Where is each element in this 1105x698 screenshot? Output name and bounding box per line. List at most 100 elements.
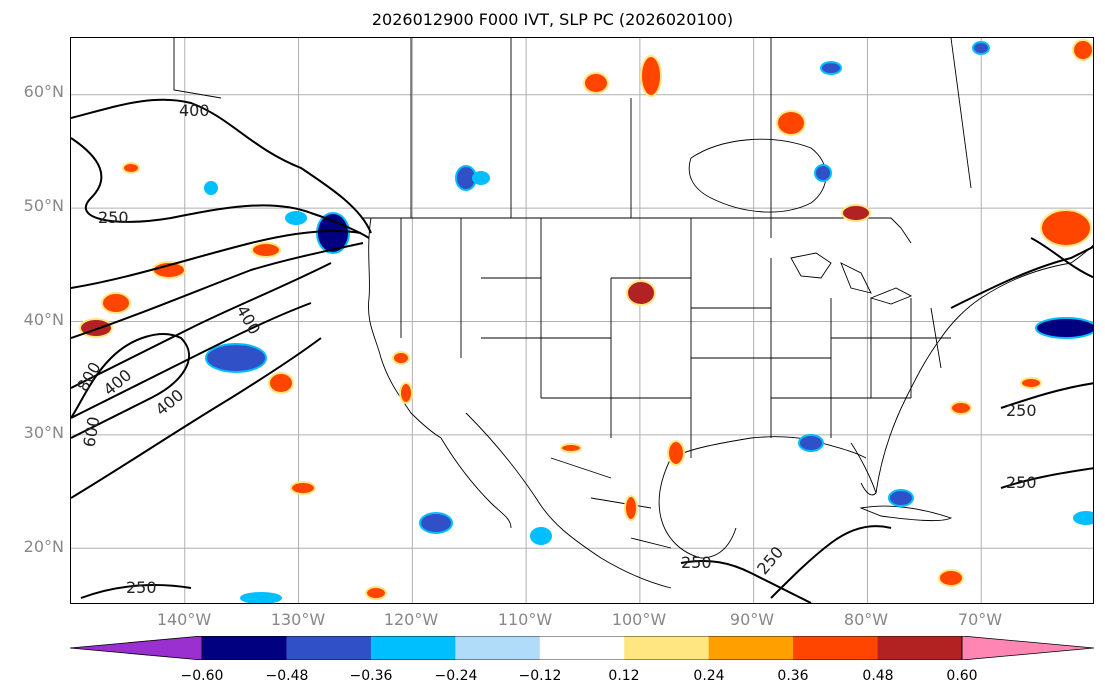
ivt-negative-anomaly bbox=[285, 211, 307, 225]
ivt-negative-anomaly bbox=[530, 527, 552, 545]
ivt-positive-anomaly bbox=[626, 280, 656, 306]
ivt-positive-anomaly bbox=[624, 495, 638, 521]
us-state-lines-central bbox=[690, 218, 911, 458]
colorbar-tick: 0.36 bbox=[777, 668, 809, 684]
ivt-negative-anomaly bbox=[472, 171, 490, 185]
graticule bbox=[71, 38, 1093, 603]
contour-line bbox=[71, 137, 370, 239]
colorbar-tick: −0.36 bbox=[349, 668, 393, 684]
florida bbox=[850, 442, 877, 496]
contour-line bbox=[80, 584, 192, 599]
contour-label: 800 bbox=[73, 359, 105, 395]
contour-line bbox=[1000, 467, 1093, 489]
east-coast bbox=[875, 297, 982, 494]
great-lakes bbox=[790, 252, 913, 305]
ivt-negative-anomaly bbox=[240, 592, 282, 603]
contour-line bbox=[71, 98, 372, 234]
ivt-positive-anomaly bbox=[392, 351, 410, 365]
colorbar-segment bbox=[455, 636, 541, 660]
ivt-negative-anomaly bbox=[972, 41, 990, 55]
us-state-lines-east bbox=[831, 298, 951, 398]
ivt-positive-anomaly bbox=[841, 204, 871, 222]
colorbar-tick: −0.12 bbox=[518, 668, 562, 684]
lat-label-50: 50°N bbox=[23, 196, 64, 215]
baja-coast bbox=[440, 437, 512, 529]
colorbar-tick: −0.48 bbox=[265, 668, 309, 684]
us-state-lines-west bbox=[400, 218, 691, 438]
lon-label-120w: 120°W bbox=[383, 610, 439, 629]
ivt-positive-anomaly bbox=[938, 569, 964, 587]
ivt-negative-anomaly bbox=[798, 434, 824, 452]
contour-line bbox=[1000, 382, 1093, 409]
lon-label-80w: 80°W bbox=[843, 610, 889, 629]
contour-line bbox=[71, 333, 191, 439]
colorbar-segment bbox=[708, 636, 794, 660]
ivt-positive-anomaly bbox=[1020, 377, 1042, 389]
mexico-gulf-coast bbox=[658, 457, 737, 559]
colorbar-segment bbox=[202, 636, 287, 660]
contour-line bbox=[770, 525, 892, 599]
colorbar-tick: −0.60 bbox=[180, 668, 224, 684]
ivt-positive-anomaly bbox=[290, 481, 316, 495]
ivt-negative-anomaly bbox=[419, 512, 453, 534]
ivt-positive-anomaly bbox=[1040, 209, 1092, 247]
ivt-positive-anomaly bbox=[667, 440, 685, 466]
contour-label: 600 bbox=[79, 415, 103, 448]
contour-label: 250 bbox=[126, 578, 157, 597]
contour-label: 250 bbox=[681, 553, 712, 572]
ivt-positive-anomaly bbox=[268, 372, 294, 394]
slp-contours bbox=[71, 98, 1093, 603]
lon-label-140w: 140°W bbox=[156, 610, 212, 629]
colorbar-extension-low bbox=[70, 636, 203, 660]
ivt-negative-anomaly bbox=[205, 343, 267, 373]
us-canada-border bbox=[361, 217, 912, 244]
atlantic-canada bbox=[980, 244, 1093, 299]
colorbar-extension-high bbox=[961, 636, 1094, 660]
gulf-coast bbox=[670, 436, 867, 459]
alaska-canada-border bbox=[173, 38, 222, 99]
canada-provinces bbox=[410, 38, 972, 238]
ivt-negative-anomaly bbox=[1035, 317, 1093, 339]
contour-line bbox=[950, 245, 1093, 309]
ivt-positive-anomaly bbox=[399, 382, 413, 404]
colorbar-segment bbox=[793, 636, 879, 660]
ivt-positive-anomaly bbox=[776, 110, 806, 136]
lon-label-70w: 70°W bbox=[957, 610, 1003, 629]
colorbar-segment bbox=[539, 636, 625, 660]
ivt-positive-anomaly bbox=[583, 72, 609, 94]
ivt-negative-anomaly bbox=[888, 489, 914, 507]
contour-line bbox=[1030, 237, 1093, 279]
lat-label-40: 40°N bbox=[23, 310, 64, 329]
lon-label-100w: 100°W bbox=[611, 610, 667, 629]
contour-line bbox=[71, 337, 322, 499]
lat-label-30: 30°N bbox=[23, 423, 64, 442]
ivt-positive-anomaly bbox=[950, 401, 972, 415]
colorbar-segment bbox=[370, 636, 456, 660]
ivt-negative-anomaly bbox=[204, 181, 218, 195]
lat-label-20: 20°N bbox=[23, 537, 64, 556]
ivt-positive-anomaly bbox=[101, 292, 131, 314]
colorbar-segment bbox=[877, 636, 963, 660]
ivt-positive-anomaly bbox=[122, 162, 140, 174]
contour-label: 250 bbox=[98, 208, 129, 227]
lon-label-90w: 90°W bbox=[729, 610, 775, 629]
ivt-positive-anomaly bbox=[1072, 39, 1093, 61]
contour-line bbox=[71, 230, 362, 289]
mexico-states bbox=[550, 457, 672, 549]
hudson-bay bbox=[688, 138, 827, 213]
colorbar-segment bbox=[624, 636, 710, 660]
colorbar-tick: 0.48 bbox=[862, 668, 894, 684]
map-title: 2026012900 F000 IVT, SLP PC (2026020100) bbox=[371, 10, 734, 29]
contour-label: 400 bbox=[152, 385, 188, 419]
contour-label: 250 bbox=[1006, 401, 1037, 420]
lon-label-110w: 110°W bbox=[497, 610, 553, 629]
ivt-positive-anomaly bbox=[251, 242, 281, 258]
ivt-anomaly-fills bbox=[79, 39, 1093, 603]
ivt-negative-anomaly bbox=[814, 164, 832, 182]
map-canvas: 400 250 400 800 400 400 600 250 250 250 … bbox=[71, 38, 1093, 603]
cuba bbox=[859, 505, 953, 522]
mexico-west-coast bbox=[465, 412, 672, 589]
ivt-positive-anomaly bbox=[560, 443, 582, 453]
lat-label-60: 60°N bbox=[23, 82, 64, 101]
colorbar-tick: 0.12 bbox=[608, 668, 640, 684]
